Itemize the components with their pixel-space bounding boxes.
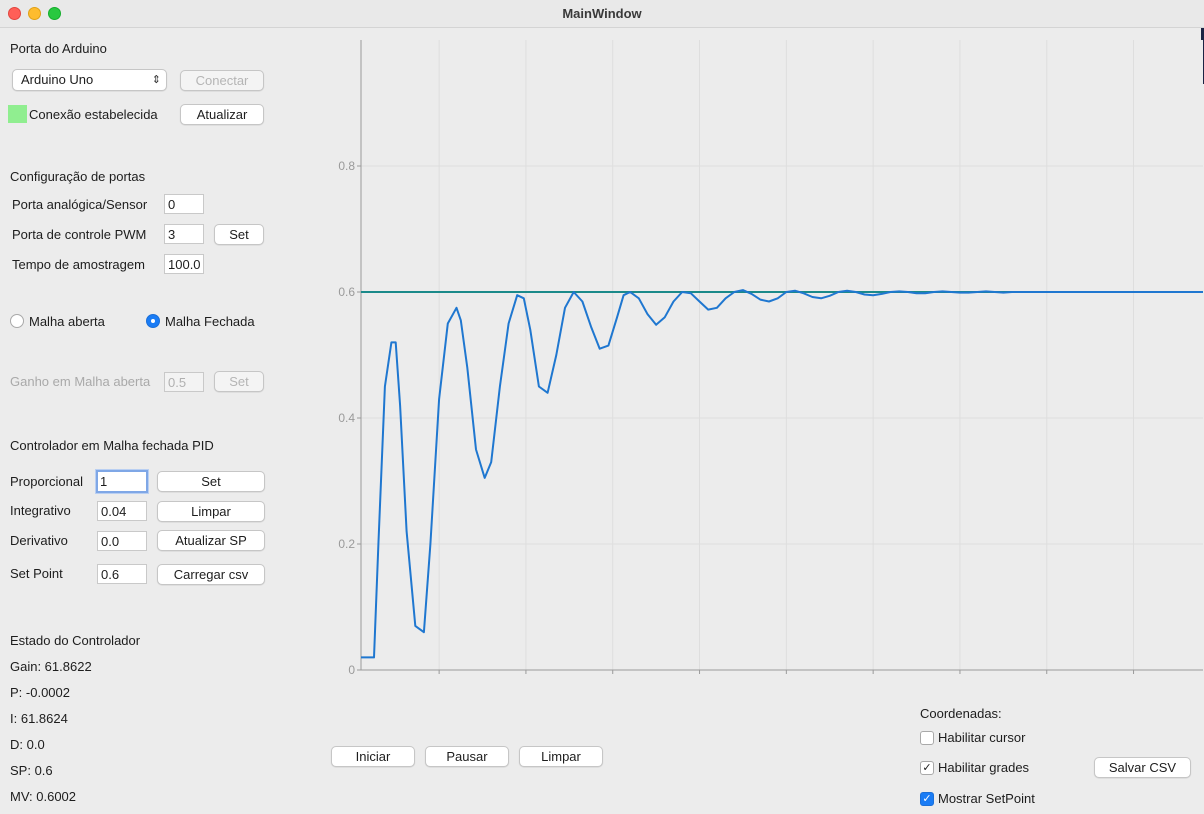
open-loop-gain-set-button[interactable]: Set (214, 371, 264, 392)
close-window-icon[interactable] (8, 7, 21, 20)
state-d: D: 0.0 (10, 737, 45, 752)
title-bar: MainWindow (0, 0, 1204, 28)
clear-plot-button[interactable]: Limpar (519, 746, 603, 767)
connection-status-text: Conexão estabelecida (29, 107, 158, 122)
kp-input[interactable] (96, 470, 148, 493)
y-tick-label: 0.6 (338, 285, 355, 299)
closed-loop-radio[interactable] (146, 314, 160, 328)
state-gain: Gain: 61.8622 (10, 659, 92, 674)
kd-input[interactable] (97, 531, 147, 551)
setpoint-checkbox[interactable]: ✓ (920, 792, 934, 806)
open-loop-radio[interactable] (10, 314, 24, 328)
y-tick-label: 0.8 (338, 159, 355, 173)
checkmark-icon: ✓ (922, 793, 932, 805)
analog-port-label: Porta analógica/Sensor (12, 197, 148, 212)
arduino-section-title: Porta do Arduino (10, 41, 107, 56)
ports-section-title: Configuração de portas (10, 169, 146, 184)
refresh-button[interactable]: Atualizar (180, 104, 264, 125)
analog-port-input[interactable] (164, 194, 204, 214)
start-button[interactable]: Iniciar (331, 746, 415, 767)
state-sp: SP: 0.6 (10, 763, 53, 778)
ki-label: Integrativo (10, 503, 71, 518)
minimize-window-icon[interactable] (28, 7, 41, 20)
closed-loop-label: Malha Fechada (165, 314, 255, 329)
response-series-line (361, 289, 1203, 659)
kd-label: Derivativo (10, 533, 68, 548)
open-loop-gain-label: Ganho em Malha aberta (10, 374, 151, 389)
state-i: I: 61.8624 (10, 711, 68, 726)
response-plot[interactable]: 62646668707274767800.20.40.60.8 (330, 36, 1204, 676)
window-title: MainWindow (562, 6, 642, 21)
grid-label: Habilitar grades (938, 760, 1030, 775)
state-section-title: Estado do Controlador (10, 633, 141, 648)
pause-button[interactable]: Pausar (425, 746, 509, 767)
connect-button[interactable]: Conectar (180, 70, 264, 91)
setpoint-label: Set Point (10, 566, 63, 581)
y-tick-label: 0 (348, 663, 355, 676)
save-csv-button[interactable]: Salvar CSV (1094, 757, 1191, 778)
cursor-checkbox[interactable] (920, 731, 934, 745)
sample-time-label: Tempo de amostragem (12, 257, 145, 272)
updown-chevron-icon: ⇕ (151, 74, 161, 86)
plot-area (361, 40, 1203, 670)
checkmark-icon: ✓ (922, 762, 932, 774)
pid-clear-button[interactable]: Limpar (157, 501, 265, 522)
y-tick-label: 0.2 (338, 537, 355, 551)
pid-set-button[interactable]: Set (157, 471, 265, 492)
sample-time-input[interactable] (164, 254, 204, 274)
ki-input[interactable] (97, 501, 147, 521)
open-loop-gain-input[interactable] (164, 372, 204, 392)
connection-status-indicator (8, 105, 27, 123)
setpoint-checkbox-label: Mostrar SetPoint (938, 791, 1035, 806)
kp-label: Proporcional (10, 474, 83, 489)
pwm-port-input[interactable] (164, 224, 204, 244)
pwm-port-label: Porta de controle PWM (12, 227, 147, 242)
cursor-label: Habilitar cursor (938, 730, 1026, 745)
arduino-port-selected: Arduino Uno (21, 72, 94, 87)
y-tick-label: 0.4 (338, 411, 355, 425)
grid-checkbox[interactable]: ✓ (920, 761, 934, 775)
pwm-set-button[interactable]: Set (214, 224, 264, 245)
state-p: P: -0.0002 (10, 685, 70, 700)
state-mv: MV: 0.6002 (10, 789, 77, 804)
coords-title: Coordenadas: (920, 706, 1002, 721)
open-loop-label: Malha aberta (29, 314, 105, 329)
arduino-port-select[interactable]: Arduino Uno ⇕ (12, 69, 167, 91)
setpoint-input[interactable] (97, 564, 147, 584)
pid-section-title: Controlador em Malha fechada PID (10, 438, 214, 453)
maximize-window-icon[interactable] (48, 7, 61, 20)
load-csv-button[interactable]: Carregar csv (157, 564, 265, 585)
update-sp-button[interactable]: Atualizar SP (157, 530, 265, 551)
